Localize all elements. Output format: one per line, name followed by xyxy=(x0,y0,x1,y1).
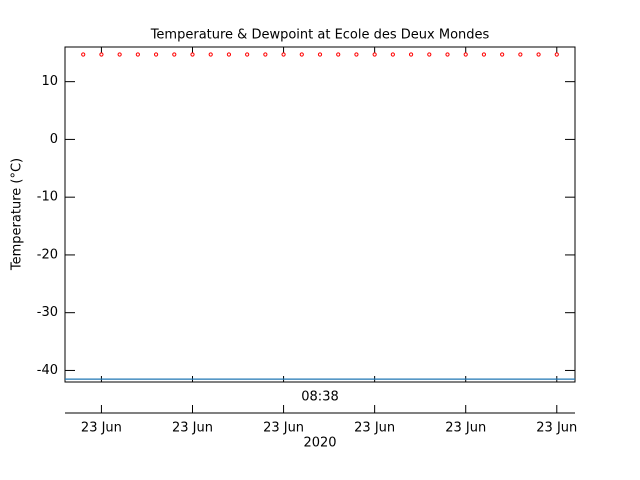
point xyxy=(99,52,104,57)
annotation: 08:38 xyxy=(301,390,338,405)
point xyxy=(372,52,377,57)
x-tick-label: 23 Jun xyxy=(81,421,122,436)
point xyxy=(317,52,323,57)
point xyxy=(536,52,541,57)
y-tick-label: -20 xyxy=(37,247,58,262)
point xyxy=(408,52,414,57)
point xyxy=(263,52,268,57)
point xyxy=(390,52,395,57)
point xyxy=(172,52,177,57)
chart-title: Temperature & Dewpoint at Ecole des Deux… xyxy=(150,28,490,43)
point xyxy=(245,52,250,57)
x-tick-label: 23 Jun xyxy=(354,421,395,436)
point xyxy=(81,52,86,57)
y-tick-label: 0 xyxy=(50,132,58,147)
y-tick-label: -40 xyxy=(37,363,58,378)
point xyxy=(117,52,122,57)
point xyxy=(153,52,159,57)
point xyxy=(336,52,341,57)
point xyxy=(299,52,304,57)
point xyxy=(354,52,359,57)
x-tick-label: 23 Jun xyxy=(445,421,486,436)
x-tick-label: 23 Jun xyxy=(172,421,213,436)
point xyxy=(463,52,468,57)
point xyxy=(481,52,487,57)
y-axis-label: Temperature (°C) xyxy=(10,158,25,271)
point xyxy=(518,52,523,57)
x-tick-label: 23 Jun xyxy=(536,421,577,436)
point xyxy=(281,52,286,57)
plot-frame xyxy=(64,46,576,383)
point xyxy=(135,52,140,57)
y-tick-label: 10 xyxy=(41,74,58,89)
point xyxy=(445,52,450,57)
y-tick-label: -30 xyxy=(37,305,58,320)
point xyxy=(208,52,213,57)
point xyxy=(226,52,232,57)
x-axis-label: 2020 xyxy=(303,436,336,451)
point xyxy=(190,52,195,57)
point xyxy=(500,52,505,57)
point xyxy=(554,52,559,57)
x-tick-label: 23 Jun xyxy=(263,421,304,436)
point xyxy=(427,52,432,57)
y-tick-label: -10 xyxy=(37,190,58,205)
